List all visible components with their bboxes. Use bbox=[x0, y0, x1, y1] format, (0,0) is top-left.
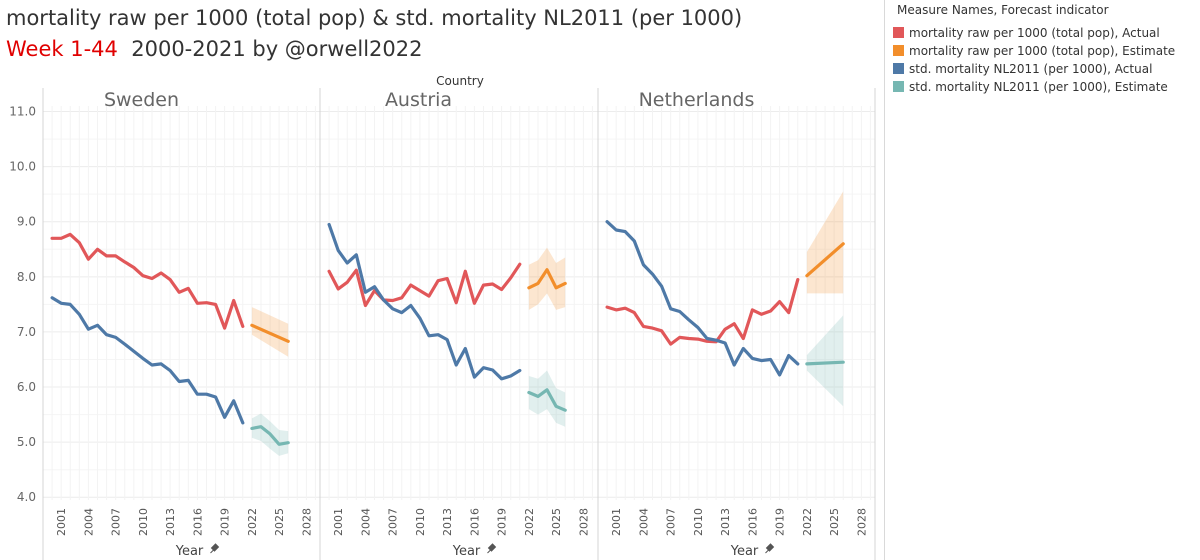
panel-header-austria: Austria bbox=[385, 89, 452, 111]
y-tick-label: 7.0 bbox=[17, 325, 36, 339]
series-line bbox=[50, 296, 245, 425]
x-tick-label: 2016 bbox=[746, 508, 759, 536]
x-tick-label: 2028 bbox=[855, 508, 868, 536]
x-tick-label: 2001 bbox=[55, 508, 68, 536]
legend-swatch bbox=[893, 63, 904, 74]
x-tick-label: 2013 bbox=[719, 508, 732, 536]
pin-icon bbox=[765, 543, 775, 554]
x-axis-label: Year bbox=[175, 544, 204, 559]
legend-label: std. mortality NL2011 (per 1000), Estima… bbox=[909, 79, 1168, 94]
y-tick-label: 10.0 bbox=[9, 160, 36, 174]
y-tick-label: 9.0 bbox=[17, 215, 36, 229]
x-tick-label: 2010 bbox=[692, 508, 705, 536]
chart-subtitle: Week 1-44 2000-2021 by @orwell2022 bbox=[6, 37, 423, 61]
series-line bbox=[327, 222, 522, 381]
x-tick-label: 2016 bbox=[468, 508, 481, 536]
plot-area bbox=[43, 106, 875, 500]
x-tick-label: 2025 bbox=[550, 508, 563, 536]
legend-label: std. mortality NL2011 (per 1000), Actual bbox=[909, 61, 1153, 76]
series-line bbox=[605, 220, 800, 377]
series-line bbox=[250, 425, 290, 446]
x-tick-label: 2025 bbox=[273, 508, 286, 536]
series-line bbox=[527, 388, 567, 412]
legend: Measure Names, Forecast indicator mortal… bbox=[884, 0, 1200, 560]
x-tick-label: 2010 bbox=[137, 508, 150, 536]
x-tick-label: 2007 bbox=[387, 508, 400, 536]
forecast-band bbox=[528, 247, 566, 310]
x-tick-label: 2004 bbox=[637, 508, 650, 536]
legend-swatch bbox=[893, 27, 904, 38]
legend-title: Measure Names, Forecast indicator bbox=[897, 3, 1109, 17]
legend-swatch bbox=[893, 81, 904, 92]
chart-title: mortality raw per 1000 (total pop) & std… bbox=[6, 6, 743, 30]
x-tick-label: 2019 bbox=[496, 508, 509, 536]
series-line bbox=[50, 232, 245, 330]
legend-label: mortality raw per 1000 (total pop), Esti… bbox=[909, 43, 1176, 58]
legend-item-raw-actual[interactable]: mortality raw per 1000 (total pop), Actu… bbox=[893, 24, 1160, 41]
legend-item-std-estimate[interactable]: std. mortality NL2011 (per 1000), Estima… bbox=[893, 78, 1168, 95]
y-tick-label: 6.0 bbox=[17, 380, 36, 394]
pin-icon bbox=[210, 543, 220, 554]
legend-label: mortality raw per 1000 (total pop), Actu… bbox=[909, 25, 1160, 40]
column-header: Country bbox=[436, 74, 484, 88]
series-line bbox=[805, 360, 845, 366]
pin-icon bbox=[487, 543, 497, 554]
x-tick-label: 2028 bbox=[300, 508, 313, 536]
panel-header-sweden: Sweden bbox=[104, 89, 179, 111]
x-tick-label: 2007 bbox=[110, 508, 123, 536]
x-tick-label: 2025 bbox=[828, 508, 841, 536]
x-tick-label: 2004 bbox=[359, 508, 372, 536]
x-tick-label: 2004 bbox=[82, 508, 95, 536]
legend-item-raw-estimate[interactable]: mortality raw per 1000 (total pop), Esti… bbox=[893, 42, 1175, 59]
x-tick-label: 2022 bbox=[523, 508, 536, 536]
x-tick-label: 2019 bbox=[774, 508, 787, 536]
series-line bbox=[250, 323, 290, 343]
x-tick-label: 2007 bbox=[665, 508, 678, 536]
x-tick-label: 2013 bbox=[441, 508, 454, 536]
series-line bbox=[805, 242, 845, 278]
panel-header-netherlands: Netherlands bbox=[639, 89, 755, 111]
x-tick-label: 2028 bbox=[577, 508, 590, 536]
legend-swatch bbox=[893, 45, 904, 56]
x-tick-label: 2022 bbox=[246, 508, 259, 536]
series-line bbox=[327, 262, 522, 308]
x-axis-label: Year bbox=[452, 544, 481, 559]
x-tick-label: 2022 bbox=[801, 508, 814, 536]
y-tick-label: 11.0 bbox=[9, 105, 36, 119]
x-tick-label: 2001 bbox=[610, 508, 623, 536]
forecast-band bbox=[806, 315, 844, 407]
forecast-band bbox=[528, 370, 566, 427]
x-tick-label: 2010 bbox=[414, 508, 427, 536]
x-tick-label: 2001 bbox=[332, 508, 345, 536]
y-tick-label: 8.0 bbox=[17, 270, 36, 284]
legend-item-std-actual[interactable]: std. mortality NL2011 (per 1000), Actual bbox=[893, 60, 1152, 77]
y-tick-label: 4.0 bbox=[17, 490, 36, 504]
series-line bbox=[527, 268, 567, 290]
subtitle-weeks: Week 1-44 bbox=[6, 37, 118, 61]
subtitle-rest: 2000-2021 by @orwell2022 bbox=[131, 37, 423, 61]
series-line bbox=[605, 278, 800, 346]
x-tick-label: 2016 bbox=[191, 508, 204, 536]
x-axis-label: Year bbox=[730, 544, 759, 559]
x-tick-label: 2019 bbox=[219, 508, 232, 536]
x-tick-label: 2013 bbox=[164, 508, 177, 536]
y-tick-label: 5.0 bbox=[17, 435, 36, 449]
